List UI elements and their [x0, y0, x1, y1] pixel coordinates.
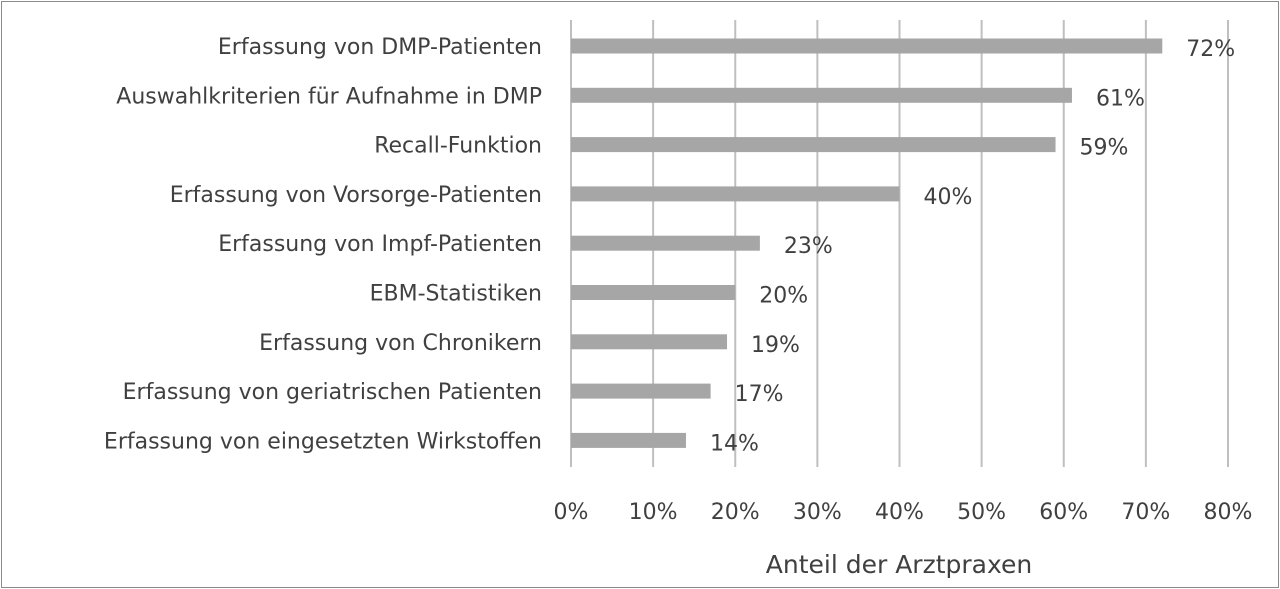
- category-label: Erfassung von Impf-Patienten: [218, 232, 542, 257]
- x-tick-label: 30%: [793, 500, 842, 525]
- bar: [571, 383, 711, 399]
- x-tick-label: 40%: [875, 500, 924, 525]
- data-label: 19%: [751, 333, 800, 358]
- category-label: Recall-Funktion: [374, 134, 542, 159]
- x-tick-labels: 0% 10% 20% 30% 40% 50% 60% 70% 80%: [554, 500, 1253, 525]
- x-tick-label: 10%: [629, 500, 678, 525]
- x-tick-label: 50%: [957, 500, 1006, 525]
- category-label: EBM-Statistiken: [370, 282, 542, 307]
- data-label: 72%: [1186, 37, 1235, 62]
- bar: [571, 334, 728, 350]
- data-label: 23%: [784, 234, 833, 259]
- x-tick-label: 20%: [711, 500, 760, 525]
- data-label: 17%: [735, 382, 784, 407]
- bar: [571, 285, 736, 300]
- bars: [571, 38, 1163, 448]
- bar: [571, 186, 900, 202]
- category-label: Erfassung von DMP-Patienten: [218, 35, 542, 60]
- bar: [571, 137, 1056, 153]
- category-label: Auswahlkriterien für Aufnahme in DMP: [116, 84, 542, 109]
- bar: [571, 38, 1163, 54]
- bar: [571, 87, 1072, 103]
- category-labels: Erfassung von DMP-Patienten Auswahlkriter…: [104, 35, 542, 454]
- x-tick-label: 70%: [1121, 500, 1170, 525]
- x-tick-label: 80%: [1204, 500, 1253, 525]
- category-label: Erfassung von eingesetzten Wirkstoffen: [104, 429, 542, 454]
- data-label: 61%: [1096, 86, 1145, 111]
- category-label: Erfassung von geriatrischen Patienten: [123, 380, 542, 405]
- bar: [571, 432, 686, 448]
- x-axis-title: Anteil der Arztpraxen: [766, 550, 1032, 579]
- x-tick-label: 60%: [1039, 500, 1088, 525]
- data-label: 40%: [924, 185, 973, 210]
- data-labels: 72% 61% 59% 40% 23% 20% 19% 17% 14%: [710, 37, 1235, 456]
- data-label: 59%: [1080, 136, 1129, 161]
- x-tick-label: 0%: [554, 500, 589, 525]
- data-label: 14%: [710, 431, 759, 456]
- category-label: Erfassung von Chronikern: [259, 331, 542, 356]
- bar: [571, 235, 760, 251]
- data-label: 20%: [759, 284, 808, 309]
- category-label: Erfassung von Vorsorge-Patienten: [170, 183, 542, 208]
